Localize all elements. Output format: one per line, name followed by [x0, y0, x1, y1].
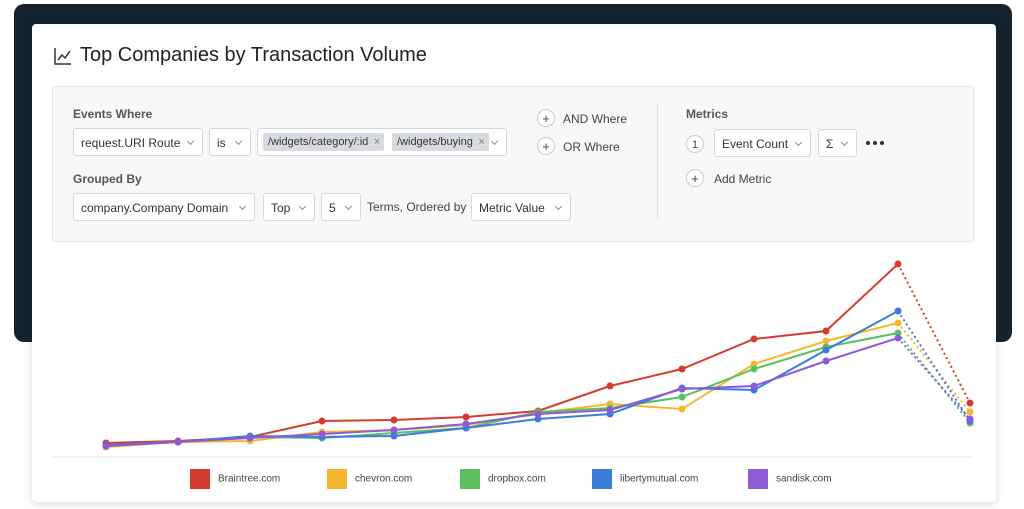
series-line — [105, 332, 899, 447]
aggregation-select[interactable]: Σ — [818, 129, 857, 157]
point — [822, 357, 830, 365]
point — [102, 442, 110, 450]
legend-swatch — [327, 469, 347, 489]
legend-swatch — [460, 469, 480, 489]
metric-select[interactable]: Event Count — [714, 129, 811, 157]
point — [894, 319, 902, 327]
point — [822, 337, 830, 345]
more-menu[interactable] — [865, 140, 885, 146]
metrics-label: Metrics — [686, 107, 729, 121]
and-where[interactable]: AND Where — [563, 112, 628, 126]
point — [606, 406, 614, 414]
series-line — [105, 322, 899, 448]
events-where-label: Events Where — [73, 107, 153, 121]
group-select[interactable]: company.Company Domain — [73, 193, 255, 221]
chart-icon — [54, 48, 71, 65]
point — [390, 432, 398, 440]
add-button[interactable]: + — [537, 137, 555, 155]
order-select[interactable]: Metric Value — [471, 193, 571, 221]
point — [678, 405, 686, 413]
value-chip[interactable]: /widgets/category/:id — [263, 133, 385, 151]
legend-label: dropbox.com — [488, 474, 546, 485]
point — [534, 415, 542, 423]
point — [318, 430, 326, 438]
or-where[interactable]: OR Where — [563, 140, 620, 154]
point — [174, 438, 182, 446]
terms-text: Terms, Ordered by — [367, 200, 467, 214]
add-button[interactable]: + — [686, 169, 704, 187]
count-select[interactable]: 5 — [321, 193, 361, 221]
add-metric[interactable]: Add Metric — [714, 172, 772, 186]
point — [750, 365, 758, 373]
point — [750, 335, 758, 343]
point — [750, 360, 758, 368]
projected-line — [897, 337, 971, 420]
divider — [657, 104, 658, 220]
title: Top Companies by Transaction Volume — [80, 44, 427, 66]
legend-label: chevron.com — [355, 474, 412, 485]
point — [678, 393, 686, 401]
add-button[interactable]: + — [537, 109, 555, 127]
legend-label: Braintree.com — [218, 474, 280, 485]
legend-label: sandisk.com — [776, 474, 832, 485]
point — [966, 399, 974, 407]
point — [678, 365, 686, 373]
mode-select[interactable]: Top — [263, 193, 315, 221]
projected-line — [897, 310, 971, 422]
point — [534, 410, 542, 418]
point — [390, 416, 398, 424]
point — [606, 382, 614, 390]
point — [246, 434, 254, 442]
legend-swatch — [592, 469, 612, 489]
point — [966, 415, 974, 423]
projected-line — [897, 263, 971, 404]
point — [318, 417, 326, 425]
point — [894, 260, 902, 268]
metric-index: 1 — [686, 135, 704, 153]
point — [894, 334, 902, 342]
point — [822, 327, 830, 335]
grouped-by-label: Grouped By — [73, 172, 142, 186]
legend-label: libertymutual.com — [620, 474, 698, 485]
point — [462, 420, 470, 428]
legend-swatch — [748, 469, 768, 489]
point — [750, 382, 758, 390]
legend-swatch — [190, 469, 210, 489]
field-select[interactable]: request.URI Route — [73, 128, 203, 156]
operator-select[interactable]: is — [209, 128, 251, 156]
point — [822, 346, 830, 354]
series-line — [105, 310, 899, 446]
series-line — [105, 263, 899, 444]
point — [894, 329, 902, 337]
projected-line — [897, 322, 971, 413]
point — [462, 413, 470, 421]
point — [894, 307, 902, 315]
point — [678, 385, 686, 393]
value-chip[interactable]: /widgets/buying — [392, 133, 489, 151]
series-line — [105, 337, 899, 447]
projected-line — [897, 332, 971, 424]
point — [390, 426, 398, 434]
point — [966, 408, 974, 416]
